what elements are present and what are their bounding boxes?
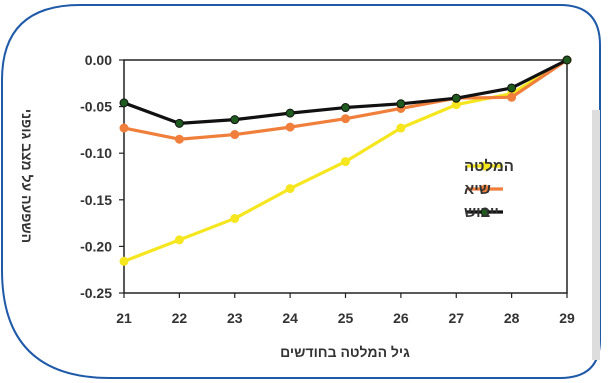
outer-border (0, 4, 601, 379)
data-point-series-3 (562, 55, 572, 65)
x-axis-label: גיל המלטה בחודשים (280, 344, 410, 360)
y-tick-label: -0.20 (80, 238, 112, 254)
x-axis: 21 22 23 24 25 26 27 28 29 (116, 293, 575, 326)
data-point-series-3 (341, 103, 350, 113)
data-point-series-3 (285, 108, 295, 118)
legend-marker-2 (480, 184, 490, 194)
y-tick-label: -0.15 (80, 192, 112, 208)
x-tick-label: 25 (338, 310, 354, 326)
legend: המלטה שיא ייבוש (464, 158, 514, 221)
x-tick-label: 24 (282, 310, 298, 326)
y-tick-label: -0.05 (80, 99, 112, 115)
legend-marker-1 (480, 161, 490, 171)
data-point-series-3 (119, 98, 129, 108)
x-tick-label: 26 (393, 310, 409, 326)
data-point-series-1 (119, 256, 129, 266)
legend-label-1: המלטה (464, 158, 514, 175)
data-point-series-2 (174, 134, 184, 144)
data-point-series-3 (451, 93, 461, 103)
data-point-series-1 (230, 213, 240, 223)
y-tick-label: -0.10 (80, 145, 112, 161)
data-point-series-3 (396, 99, 406, 109)
data-point-series-2 (119, 123, 129, 133)
data-point-series-1 (174, 235, 184, 245)
x-tick-label: 28 (504, 310, 520, 326)
legend-marker-3 (480, 207, 490, 217)
data-point-series-3 (230, 115, 240, 125)
y-tick-label: -0.25 (80, 285, 112, 301)
x-tick-label: 21 (116, 310, 132, 326)
data-point-series-2 (285, 122, 295, 132)
y-tick-label: 0.00 (85, 52, 112, 68)
data-point-series-3 (507, 83, 517, 93)
data-point-series-3 (174, 118, 184, 128)
legend-label-2: שיא (464, 181, 491, 198)
data-point-series-1 (285, 184, 295, 194)
legend-label-3: ייבוש (464, 204, 499, 221)
y-axis: 0.00 -0.05 -0.10 -0.15 -0.20 -0.25 (80, 52, 124, 301)
x-tick-label: 29 (559, 310, 575, 326)
data-point-series-2 (507, 92, 517, 102)
x-tick-label: 27 (448, 310, 464, 326)
series-layer (119, 55, 572, 266)
data-point-series-2 (230, 130, 240, 140)
data-point-series-1 (341, 157, 350, 167)
x-tick-label: 22 (172, 310, 188, 326)
data-point-series-2 (341, 114, 350, 124)
y-axis-label: השפעה על מצב גופני (19, 109, 35, 243)
data-point-series-1 (396, 123, 406, 133)
x-tick-label: 23 (227, 310, 243, 326)
